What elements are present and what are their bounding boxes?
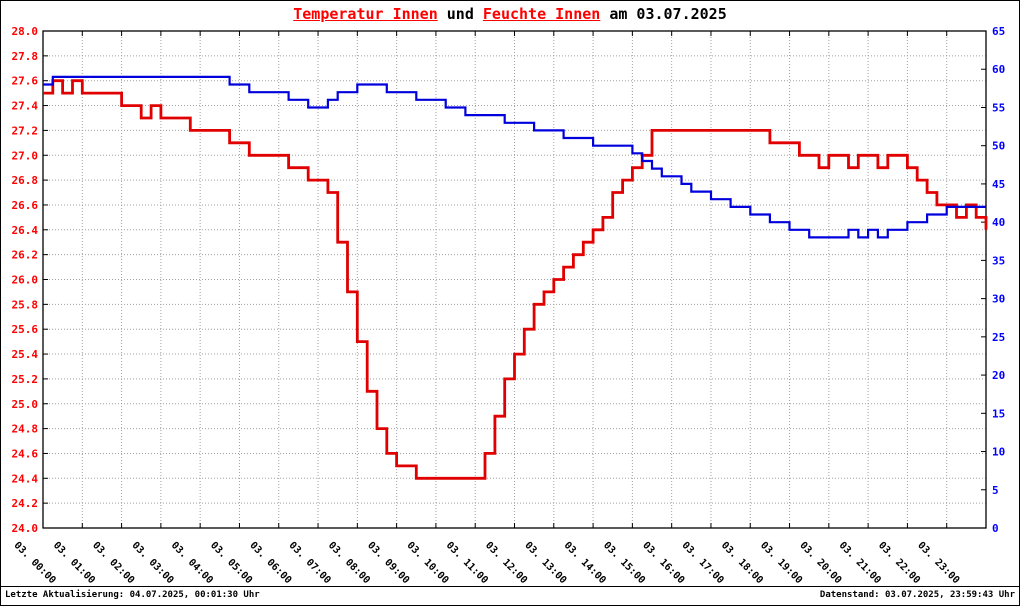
left-tick-label: 25.4	[12, 348, 39, 361]
left-tick-label: 27.4	[12, 100, 39, 113]
feuchte-innen-line	[43, 75, 986, 239]
right-tick-label: 40	[992, 216, 1005, 229]
plot-border	[42, 30, 987, 529]
left-tick-label: 26.4	[12, 224, 39, 237]
left-tick-label: 26.0	[12, 274, 39, 287]
left-tick-label: 25.6	[12, 323, 39, 336]
chart-title: Temperatur Innen und Feuchte Innen am 03…	[1, 5, 1019, 23]
right-tick-label: 65	[992, 25, 1005, 38]
left-tick-label: 24.0	[12, 522, 39, 535]
right-tick-label: 30	[992, 293, 1005, 306]
right-tick-label: 5	[992, 484, 999, 497]
temperatur-innen-line	[43, 79, 988, 480]
left-tick-label: 27.6	[12, 75, 39, 88]
left-tick-label: 27.8	[12, 50, 39, 63]
left-tick-label: 27.2	[12, 124, 39, 137]
right-tick-label: 55	[992, 101, 1005, 114]
left-tick-label: 25.0	[12, 398, 39, 411]
left-tick-label: 28.0	[12, 25, 39, 38]
right-tick-label: 45	[992, 178, 1005, 191]
x-tick-label: 03. 23:00	[915, 540, 961, 586]
chart-canvas: 28.0 27.8 27.6 27.4 27.2 27.0 26.8 26.6 26.4 26.2…	[12, 25, 1006, 586]
right-tick-label: 0	[992, 522, 999, 535]
right-tick-label: 20	[992, 369, 1005, 382]
left-tick-label: 26.8	[12, 174, 39, 187]
left-axis-labels: 28.0 27.8 27.6 27.4 27.2 27.0 26.8 26.6 26.4 26.2…	[12, 25, 39, 535]
left-tick-label: 26.6	[12, 199, 39, 212]
left-tick-label: 24.6	[12, 447, 39, 460]
title-part: am 03.07.2025	[600, 5, 727, 23]
chart-grid	[43, 31, 986, 528]
right-tick-label: 50	[992, 140, 1005, 153]
footer-data-state: Datenstand: 03.07.2025, 23:59:43 Uhr	[819, 590, 1015, 600]
right-tick-label: 35	[992, 254, 1005, 267]
footer-last-update: Letzte Aktualisierung: 04.07.2025, 00:01…	[5, 590, 260, 600]
left-tick-label: 24.2	[12, 497, 39, 510]
right-tick-label: 10	[992, 446, 1005, 459]
left-tick-label: 26.2	[12, 249, 39, 262]
title-part[interactable]: Temperatur Innen	[293, 5, 438, 23]
axis-ticks	[42, 30, 987, 529]
left-tick-label: 24.8	[12, 423, 39, 436]
left-tick-label: 25.2	[12, 373, 39, 386]
title-part[interactable]: Feuchte Innen	[482, 5, 601, 23]
right-tick-label: 25	[992, 331, 1005, 344]
left-tick-label: 25.8	[12, 298, 39, 311]
left-tick-label: 27.0	[12, 149, 39, 162]
left-tick-label: 24.4	[12, 472, 39, 485]
right-tick-label: 60	[992, 63, 1005, 76]
right-tick-label: 15	[992, 407, 1005, 420]
footer-bar: Letzte Aktualisierung: 04.07.2025, 00:01…	[1, 586, 1019, 605]
title-part: und	[437, 5, 483, 23]
